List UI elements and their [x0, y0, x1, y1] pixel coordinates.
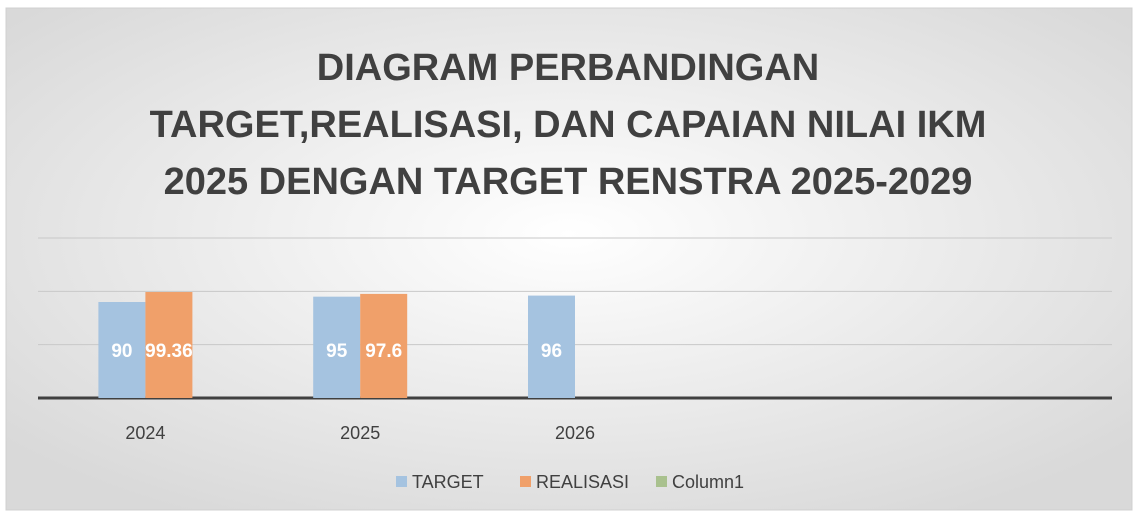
data-label: 97.6: [365, 341, 402, 362]
legend-label: TARGET: [412, 472, 484, 492]
data-label: 90: [111, 341, 132, 362]
legend-swatch: [396, 476, 407, 487]
legend-label: REALISASI: [536, 472, 629, 492]
data-label: 95: [326, 341, 348, 362]
legend-label: Column1: [672, 472, 744, 492]
bar: [360, 293, 408, 398]
legend-swatch: [520, 476, 531, 487]
data-label: 96: [541, 341, 562, 362]
bar: [145, 292, 193, 398]
data-label: 99.36: [145, 341, 193, 362]
chart-title: DIAGRAM PERBANDINGAN: [317, 47, 819, 89]
bar: [528, 295, 575, 398]
x-tick-label: 2024: [125, 423, 165, 443]
bar: [313, 296, 361, 398]
x-tick-label: 2026: [555, 423, 595, 443]
chart-title: 2025 DENGAN TARGET RENSTRA 2025-2029: [164, 161, 973, 203]
chart-title: TARGET,REALISASI, DAN CAPAIAN NILAI IKM: [150, 104, 987, 146]
legend-swatch: [656, 476, 667, 487]
chart-background: [5, 7, 1133, 511]
bar: [98, 302, 146, 398]
x-tick-label: 2025: [340, 423, 380, 443]
